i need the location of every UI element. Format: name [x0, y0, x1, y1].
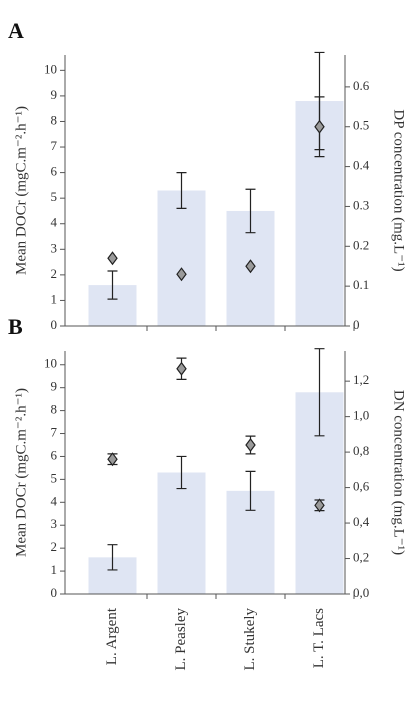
y-tick-label: 2	[51, 266, 58, 281]
y2-tick-label: 0,4	[353, 514, 370, 529]
panel-label: A	[8, 18, 24, 43]
y-tick-label: 9	[51, 87, 58, 102]
y2-axis-label: DP concentration (mg.L⁻¹)	[391, 109, 407, 271]
error-bar	[245, 188, 256, 234]
y-tick-label: 9	[51, 379, 58, 394]
y2-axis-label: DN concentration (mg.L⁻¹)	[391, 390, 407, 555]
y2-tick-label: 0.2	[353, 237, 369, 252]
y-tick-label: 10	[44, 356, 57, 371]
diamond-marker	[107, 452, 118, 467]
y2-tick-label: 0,2	[353, 550, 369, 565]
y2-tick-label: 0,0	[353, 585, 369, 600]
bar	[157, 190, 206, 326]
y2-tick-label: 1,0	[353, 408, 369, 423]
y2-tick-label: 0.1	[353, 277, 369, 292]
x-tick-label: L. T. Lacs	[311, 608, 327, 668]
y2-tick-label: 0,6	[353, 479, 370, 494]
y-tick-label: 0	[51, 585, 58, 600]
error-bar	[245, 470, 256, 511]
y-tick-label: 8	[51, 112, 58, 127]
error-bar	[176, 172, 187, 209]
y-axis-label: Mean DOCr (mgC.m⁻².h⁻¹)	[13, 388, 29, 557]
y2-tick-label: 0	[353, 317, 360, 332]
bar	[157, 472, 206, 594]
y-tick-label: 5	[51, 189, 58, 204]
y-tick-label: 3	[51, 516, 58, 531]
error-bar	[107, 544, 118, 571]
diamond-marker	[245, 259, 256, 274]
y-tick-label: 7	[51, 425, 58, 440]
y-tick-label: 0	[51, 317, 58, 332]
y2-tick-label: 0,8	[353, 443, 369, 458]
diamond-marker	[314, 498, 325, 513]
y-tick-label: 10	[44, 61, 57, 76]
x-tick-label: L. Stukely	[242, 608, 258, 671]
error-bar	[107, 270, 118, 300]
y2-tick-label: 0.6	[353, 78, 370, 93]
y2-tick-label: 0.4	[353, 158, 370, 173]
diamond-marker	[245, 438, 256, 453]
error-bar	[314, 348, 325, 437]
y-tick-label: 4	[51, 215, 58, 230]
y-tick-label: 4	[51, 493, 58, 508]
panel-label: B	[8, 314, 23, 339]
diamond-marker	[314, 119, 325, 134]
y-tick-label: 6	[51, 164, 58, 179]
y-tick-label: 3	[51, 240, 58, 255]
y-tick-label: 7	[51, 138, 58, 153]
y-tick-label: 8	[51, 402, 58, 417]
y-tick-label: 1	[51, 562, 58, 577]
error-bar	[176, 455, 187, 490]
y-tick-label: 1	[51, 291, 58, 306]
x-tick-label: L. Argent	[104, 607, 120, 665]
y2-tick-label: 1,2	[353, 372, 369, 387]
y2-tick-label: 0.3	[353, 197, 369, 212]
diamond-marker	[176, 361, 187, 376]
y-tick-label: 5	[51, 470, 58, 485]
y-tick-label: 2	[51, 539, 58, 554]
diamond-marker	[107, 251, 118, 266]
diamond-marker	[176, 267, 187, 282]
y2-tick-label: 0.5	[353, 118, 369, 133]
y-tick-label: 6	[51, 447, 58, 462]
x-tick-label: L. Peasley	[173, 608, 189, 671]
y-axis-label: Mean DOCr (mgC.m⁻².h⁻¹)	[13, 106, 29, 275]
